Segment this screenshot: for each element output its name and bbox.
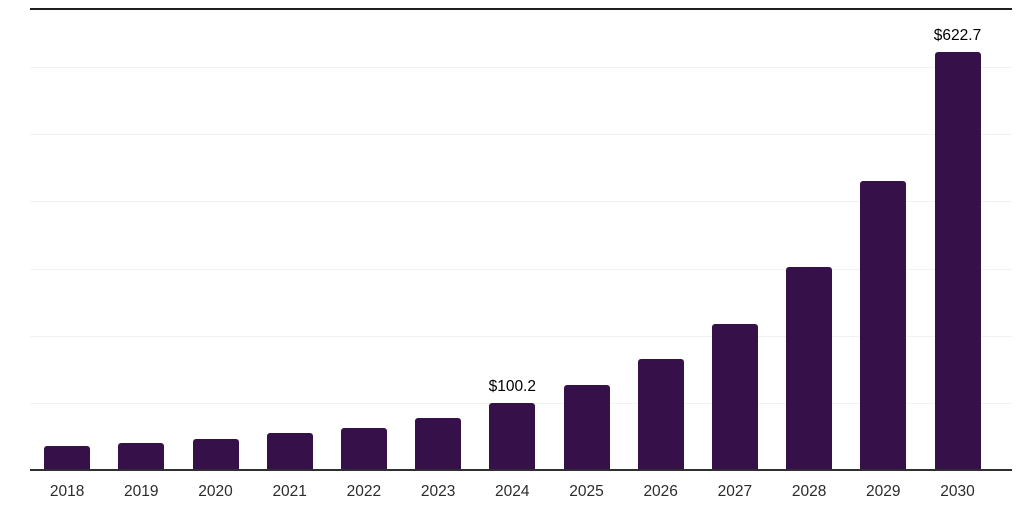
x-axis-tick-2020: 2020: [198, 483, 233, 500]
bar-2021[interactable]: [266, 433, 313, 470]
x-axis-line: [30, 469, 1012, 471]
bar-2028[interactable]: [786, 267, 833, 470]
x-axis-tick-2026: 2026: [643, 483, 678, 500]
bar-2026[interactable]: [637, 359, 684, 470]
gridline-600: [30, 67, 1012, 69]
bar-value-label-2030: $622.7: [933, 27, 982, 44]
bar-value-label-2024: $100.2: [488, 377, 536, 395]
bar-2020[interactable]: [192, 438, 239, 470]
bar-2029[interactable]: [860, 181, 907, 470]
bar-2027[interactable]: [711, 324, 758, 470]
gridline-300: [30, 268, 1012, 270]
x-axis-tick-2018: 2018: [49, 483, 85, 500]
x-axis-tick-2025: 2025: [569, 483, 604, 500]
gridline-400: [30, 201, 1012, 203]
x-axis-tick-2029: 2029: [866, 483, 901, 500]
bar-2030[interactable]: [934, 52, 981, 470]
x-axis-tick-2027: 2027: [717, 483, 753, 500]
bar-2018[interactable]: [44, 446, 91, 470]
gridline-200: [30, 335, 1012, 337]
x-axis-tick-2024: 2024: [495, 483, 530, 500]
bar-2024[interactable]: [489, 402, 536, 470]
x-axis-tick-2021: 2021: [272, 483, 307, 500]
bar-2023[interactable]: [415, 417, 462, 470]
x-axis-tick-2019: 2019: [124, 483, 159, 500]
x-axis-tick-2028: 2028: [791, 483, 827, 500]
bar-2025[interactable]: [563, 384, 610, 470]
gridline-500: [30, 134, 1012, 136]
bar-2022[interactable]: [340, 427, 387, 470]
x-axis-tick-2022: 2022: [346, 483, 382, 500]
bar-2019[interactable]: [118, 442, 165, 470]
x-axis-tick-2023: 2023: [420, 483, 456, 500]
x-axis-tick-2030: 2030: [940, 483, 975, 500]
chart-top-border: [30, 8, 1012, 10]
